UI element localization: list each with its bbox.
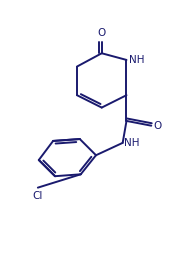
Text: O: O [154,121,162,131]
Text: O: O [98,28,106,38]
Text: NH: NH [124,138,139,148]
Text: NH: NH [129,55,144,65]
Text: Cl: Cl [33,191,43,201]
